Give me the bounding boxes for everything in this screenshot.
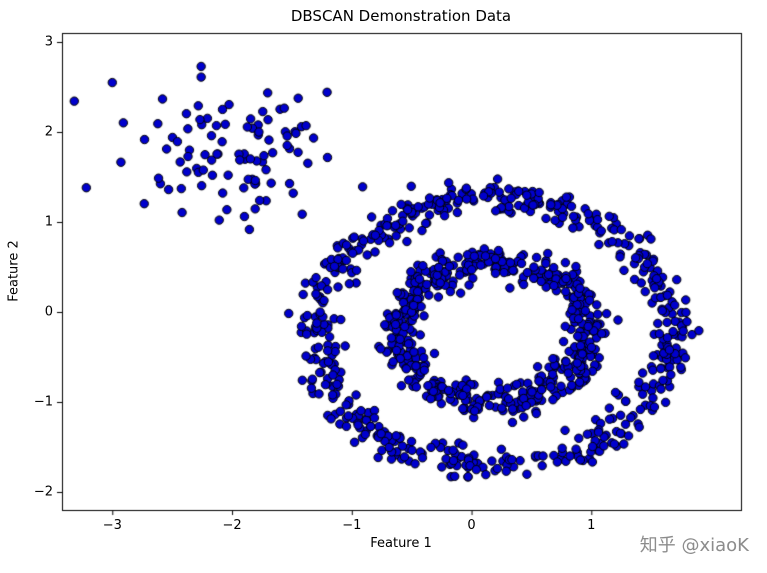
- y-tick-label: 0: [44, 304, 53, 320]
- x-tick-label: 1: [587, 518, 596, 533]
- x-tick-label: 0: [467, 518, 476, 533]
- x-tick-label: −2: [222, 518, 242, 533]
- y-axis-label: Feature 2: [6, 240, 22, 302]
- y-tick-label: −2: [33, 484, 53, 500]
- chart-title: DBSCAN Demonstration Data: [290, 7, 512, 25]
- watermark: 知乎 @xiaoK: [639, 535, 749, 556]
- y-tick-label: 1: [44, 214, 53, 230]
- y-tick-label: −1: [33, 394, 53, 410]
- x-tick-label: −1: [342, 518, 362, 533]
- x-axis-label: Feature 1: [370, 536, 432, 551]
- y-tick-label: 2: [44, 124, 53, 140]
- y-tick-label: 3: [44, 34, 53, 50]
- x-tick-label: −3: [102, 518, 122, 533]
